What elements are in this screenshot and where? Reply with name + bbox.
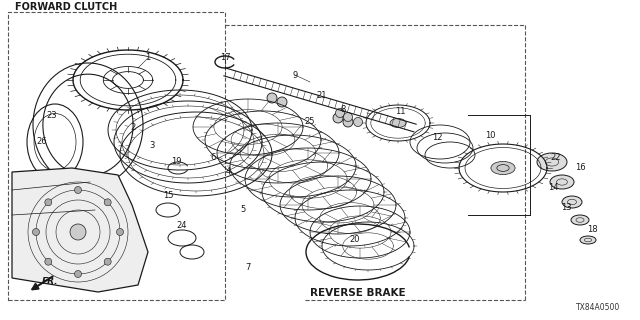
Circle shape: [277, 97, 287, 107]
Text: 13: 13: [561, 204, 572, 212]
Text: 22: 22: [551, 154, 561, 163]
Text: 20: 20: [349, 236, 360, 244]
Text: 4: 4: [225, 167, 230, 177]
Circle shape: [343, 117, 353, 127]
Circle shape: [116, 228, 124, 236]
Ellipse shape: [491, 161, 515, 175]
Circle shape: [33, 228, 40, 236]
Circle shape: [74, 270, 81, 277]
Ellipse shape: [390, 118, 406, 127]
Text: 26: 26: [36, 138, 47, 147]
Circle shape: [74, 187, 81, 194]
Text: 19: 19: [171, 157, 181, 166]
Text: 8: 8: [340, 106, 346, 115]
Text: 11: 11: [395, 108, 405, 116]
Ellipse shape: [550, 175, 574, 189]
Text: 25: 25: [305, 117, 316, 126]
Text: 14: 14: [548, 183, 558, 193]
Text: 10: 10: [484, 131, 495, 140]
Circle shape: [45, 258, 52, 265]
Text: 9: 9: [292, 70, 298, 79]
Circle shape: [70, 224, 86, 240]
Text: 5: 5: [241, 205, 246, 214]
Circle shape: [344, 113, 353, 122]
Text: FORWARD CLUTCH: FORWARD CLUTCH: [15, 2, 117, 12]
Circle shape: [104, 258, 111, 265]
Ellipse shape: [580, 236, 596, 244]
Circle shape: [333, 113, 343, 123]
Circle shape: [104, 199, 111, 206]
Text: 6: 6: [211, 153, 216, 162]
Text: 2: 2: [131, 124, 136, 132]
Text: 21: 21: [317, 91, 327, 100]
Ellipse shape: [571, 215, 589, 225]
Text: 7: 7: [245, 263, 251, 273]
Text: 18: 18: [587, 226, 597, 235]
Text: 15: 15: [163, 190, 173, 199]
Ellipse shape: [537, 153, 567, 171]
Text: FR.: FR.: [42, 277, 58, 286]
Circle shape: [335, 108, 344, 117]
Text: 17: 17: [220, 53, 230, 62]
Polygon shape: [12, 168, 148, 292]
Text: TX84A0500: TX84A0500: [576, 303, 620, 312]
Text: 16: 16: [575, 164, 586, 172]
Ellipse shape: [562, 196, 582, 208]
Text: 3: 3: [149, 140, 155, 149]
Text: 12: 12: [432, 133, 442, 142]
Circle shape: [267, 93, 277, 103]
Text: REVERSE BRAKE: REVERSE BRAKE: [310, 288, 406, 298]
Circle shape: [45, 199, 52, 206]
Text: 1: 1: [145, 53, 150, 62]
Circle shape: [353, 117, 362, 126]
Text: 23: 23: [47, 110, 58, 119]
Text: 24: 24: [177, 220, 188, 229]
